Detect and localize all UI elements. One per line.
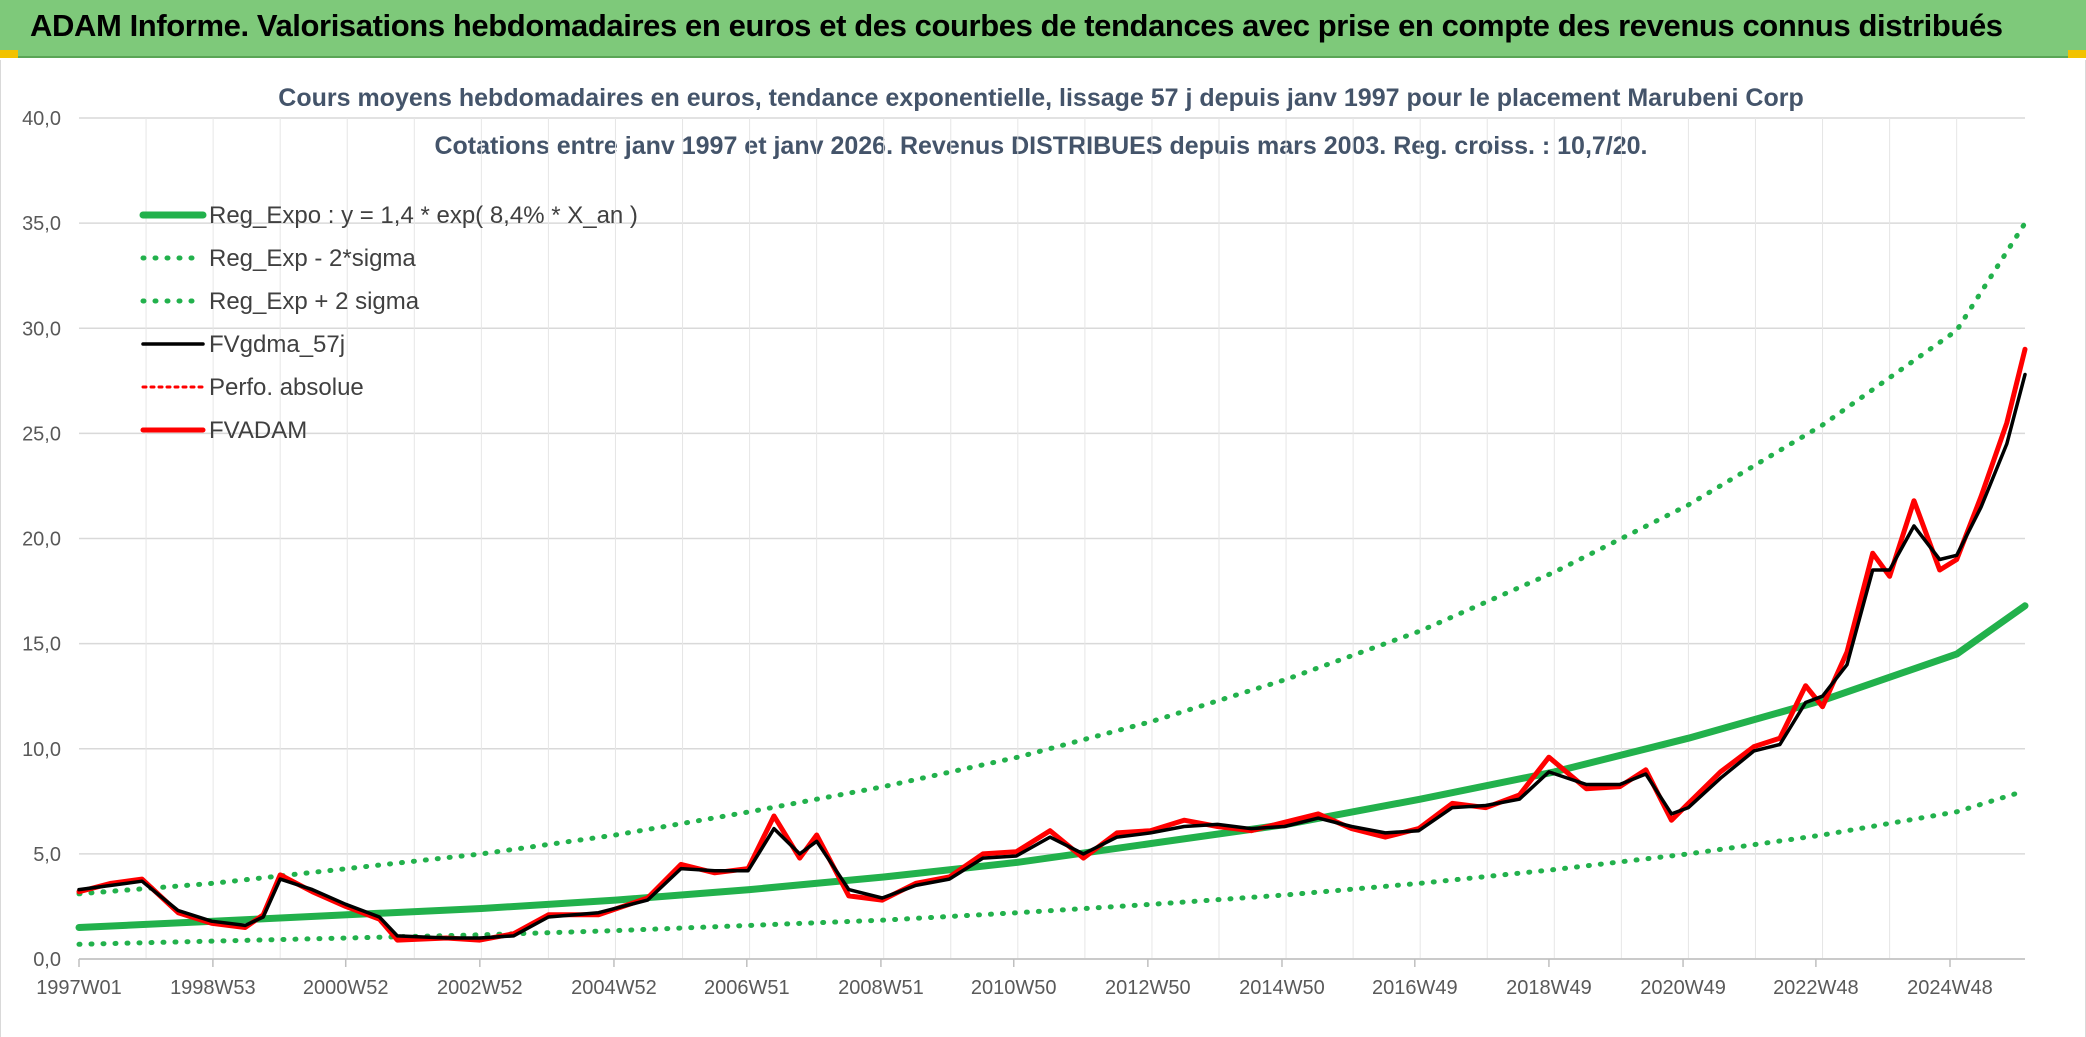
y-tick-label: 15,0: [22, 634, 61, 656]
legend: Reg_Expo : y = 1,4 * exp( 8,4% * X_an ) R…: [139, 202, 638, 444]
legend-label: Reg_Exp - 2*sigma: [209, 245, 416, 272]
y-tick-label: 30,0: [22, 318, 61, 340]
report-title: ADAM Informe. Valorisations hebdomadaire…: [30, 8, 2003, 43]
x-tick-label: 2024W48: [1907, 977, 1993, 999]
legend-label: Reg_Exp + 2 sigma: [209, 288, 420, 315]
x-tick-label: 2018W49: [1506, 977, 1592, 999]
x-tick-label: 2002W52: [437, 977, 523, 999]
y-tick-label: 20,0: [22, 529, 61, 551]
y-tick-label: 40,0: [22, 108, 61, 130]
series-line-fvadam: [76, 346, 2028, 943]
y-tick-label: 10,0: [22, 739, 61, 761]
x-tick-label: 2016W49: [1372, 977, 1458, 999]
x-tick-label: 2006W51: [704, 977, 790, 999]
legend-label: Perfo. absolue: [209, 374, 364, 401]
y-tick-label: 5,0: [33, 844, 61, 866]
x-tick-label: 2000W52: [303, 977, 389, 999]
x-tick-label: 2012W50: [1105, 977, 1191, 999]
x-tick-label: 2020W49: [1640, 977, 1726, 999]
legend-label: Reg_Expo : y = 1,4 * exp( 8,4% * X_an ): [209, 202, 638, 229]
chart-title: Cours moyens hebdomadaires en euros, ten…: [278, 84, 1803, 112]
y-tick-label: 25,0: [22, 423, 61, 445]
corner-marker-left: [0, 50, 18, 58]
x-tick-label: 2004W52: [571, 977, 657, 999]
series-layer: [75, 220, 2029, 947]
x-tick-label: 1998W53: [170, 977, 256, 999]
legend-label: FVgdma_57j: [209, 331, 345, 358]
chart-area: Cours moyens hebdomadaires en euros, ten…: [0, 60, 2086, 1037]
report-banner: ADAM Informe. Valorisations hebdomadaire…: [0, 0, 2086, 58]
series-line-fvgdma-57j: [77, 372, 2027, 940]
x-tick-label: 2014W50: [1239, 977, 1325, 999]
chart-subtitle: Cotations entre janv 1997 et janv 2026. …: [434, 132, 1647, 160]
legend-label: FVADAM: [209, 417, 307, 444]
series-line-reg-exp-2-sigma: [76, 220, 2028, 897]
axis-layer: 0,0 5,0 10,0 15,0 20,0 25,0 30,0 35,0 40,0 1997W0…: [22, 108, 2025, 999]
series-line-reg-exp-2-sigma: [76, 788, 2028, 947]
grid-layer: [79, 117, 2025, 960]
series-line-perfo-absolue: [77, 347, 2027, 942]
x-tick-label: 2022W48: [1773, 977, 1859, 999]
y-tick-label: 0,0: [33, 949, 61, 971]
corner-marker-right: [2068, 50, 2086, 58]
x-tick-label: 1997W01: [36, 977, 122, 999]
x-tick-label: 2008W51: [838, 977, 924, 999]
x-tick-label: 2010W50: [971, 977, 1057, 999]
chart-svg: Cours moyens hebdomadaires en euros, ten…: [22, 84, 2029, 999]
y-tick-label: 35,0: [22, 213, 61, 235]
